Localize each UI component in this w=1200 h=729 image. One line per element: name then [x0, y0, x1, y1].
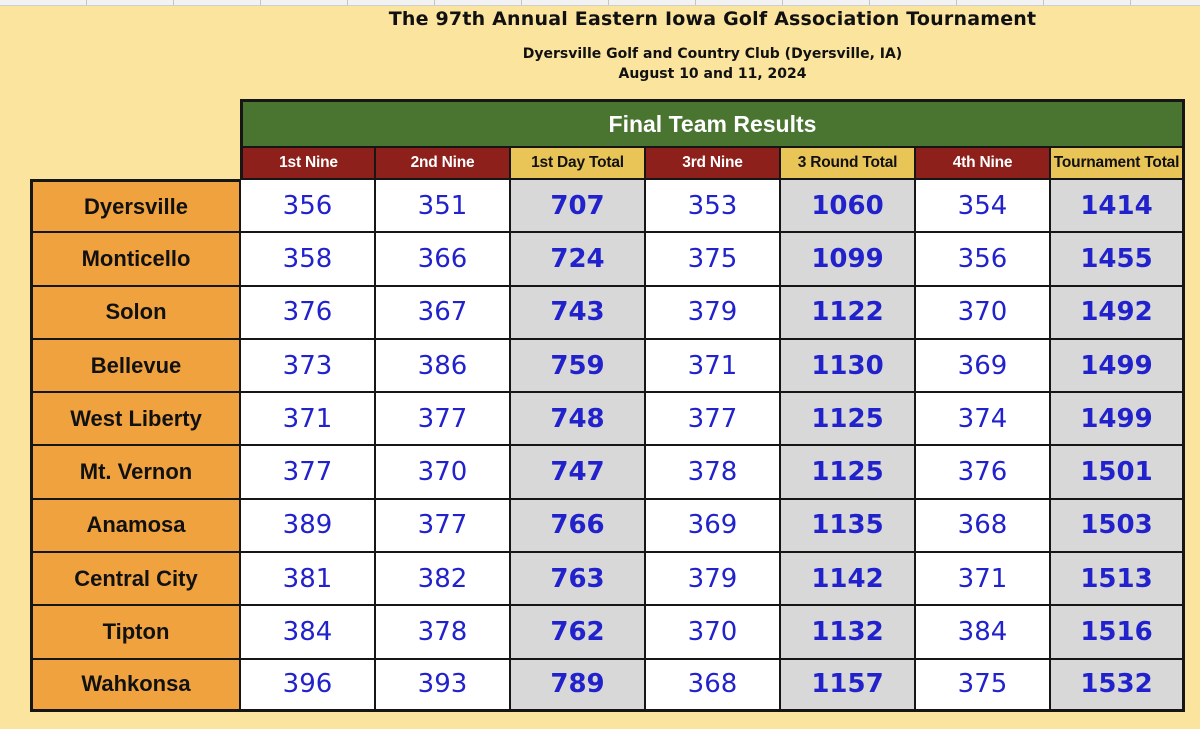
score-cell-3-round-total: 1132 — [780, 605, 915, 659]
score-cell-tournament-total: 1499 — [1050, 392, 1185, 446]
score-cell-4th-nine: 375 — [915, 658, 1050, 712]
score-cell-2nd-nine: 393 — [375, 658, 510, 712]
score-cell-3-round-total: 1122 — [780, 285, 915, 339]
spreadsheet-top-row — [0, 0, 1200, 6]
score-cell-3-round-total: 1135 — [780, 498, 915, 553]
page-date: August 10 and 11, 2024 — [618, 66, 807, 82]
page-subtitle: Dyersville Golf and Country Club (Dyersv… — [522, 46, 903, 62]
score-cell-4th-nine: 370 — [915, 285, 1050, 339]
score-cell-3rd-nine: 379 — [645, 285, 780, 339]
score-cell-4th-nine: 368 — [915, 498, 1050, 553]
score-cell-3rd-nine: 378 — [645, 445, 780, 499]
score-cell-tournament-total: 1492 — [1050, 285, 1185, 339]
score-cell-1st-day-total: 724 — [510, 232, 645, 286]
score-cell-1st-nine: 381 — [240, 552, 375, 606]
team-name-cell: Solon — [30, 285, 240, 339]
score-cell-tournament-total: 1532 — [1050, 658, 1185, 712]
score-cell-3-round-total: 1142 — [780, 552, 915, 606]
score-cell-4th-nine: 369 — [915, 338, 1050, 393]
score-cell-tournament-total: 1455 — [1050, 232, 1185, 286]
score-cell-2nd-nine: 377 — [375, 498, 510, 553]
score-cell-2nd-nine: 377 — [375, 392, 510, 446]
score-cell-3rd-nine: 375 — [645, 232, 780, 286]
score-cell-1st-nine: 371 — [240, 392, 375, 446]
score-cell-3rd-nine: 353 — [645, 179, 780, 233]
score-cell-1st-day-total: 748 — [510, 392, 645, 446]
score-cell-1st-nine: 377 — [240, 445, 375, 499]
score-cell-2nd-nine: 367 — [375, 285, 510, 339]
score-cell-1st-day-total: 759 — [510, 338, 645, 393]
score-cell-1st-day-total: 707 — [510, 179, 645, 233]
team-name-cell: Bellevue — [30, 338, 240, 393]
score-cell-3-round-total: 1157 — [780, 658, 915, 712]
score-cell-tournament-total: 1501 — [1050, 445, 1185, 499]
score-cell-3-round-total: 1130 — [780, 338, 915, 393]
page-header: The 97th Annual Eastern Iowa Golf Associ… — [240, 8, 1185, 82]
column-header-3rd-nine: 3rd Nine — [645, 147, 780, 179]
score-cell-1st-nine: 356 — [240, 179, 375, 233]
score-cell-tournament-total: 1516 — [1050, 605, 1185, 659]
score-cell-1st-nine: 389 — [240, 498, 375, 553]
score-cell-1st-day-total: 763 — [510, 552, 645, 606]
score-cell-1st-nine: 384 — [240, 605, 375, 659]
team-name-cell: Mt. Vernon — [30, 445, 240, 499]
score-cell-4th-nine: 374 — [915, 392, 1050, 446]
team-name-cell: Central City — [30, 552, 240, 606]
score-cell-4th-nine: 376 — [915, 445, 1050, 499]
score-cell-2nd-nine: 370 — [375, 445, 510, 499]
score-cell-2nd-nine: 378 — [375, 605, 510, 659]
score-cell-tournament-total: 1513 — [1050, 552, 1185, 606]
team-name-cell: Dyersville — [30, 179, 240, 233]
score-cell-4th-nine: 371 — [915, 552, 1050, 606]
score-cell-1st-day-total: 743 — [510, 285, 645, 339]
score-cell-1st-day-total: 747 — [510, 445, 645, 499]
score-cell-2nd-nine: 382 — [375, 552, 510, 606]
score-cell-tournament-total: 1414 — [1050, 179, 1185, 233]
score-cell-4th-nine: 356 — [915, 232, 1050, 286]
results-table: Final Team Results 1st Nine 2nd Nine 1st… — [30, 99, 1185, 712]
score-cell-3rd-nine: 371 — [645, 338, 780, 393]
column-header-1st-nine: 1st Nine — [240, 147, 375, 179]
column-header-1st-day-total: 1st Day Total — [510, 147, 645, 179]
score-cell-3-round-total: 1060 — [780, 179, 915, 233]
score-cell-3rd-nine: 377 — [645, 392, 780, 446]
score-cell-2nd-nine: 386 — [375, 338, 510, 393]
score-cell-1st-nine: 373 — [240, 338, 375, 393]
score-cell-3-round-total: 1099 — [780, 232, 915, 286]
score-cell-1st-nine: 396 — [240, 658, 375, 712]
score-cell-3rd-nine: 368 — [645, 658, 780, 712]
team-name-cell: Wahkonsa — [30, 658, 240, 712]
score-cell-2nd-nine: 366 — [375, 232, 510, 286]
team-name-cell: West Liberty — [30, 392, 240, 446]
page-title: The 97th Annual Eastern Iowa Golf Associ… — [388, 8, 1037, 30]
score-cell-1st-day-total: 762 — [510, 605, 645, 659]
table-title-banner: Final Team Results — [240, 99, 1185, 147]
score-cell-1st-day-total: 766 — [510, 498, 645, 553]
team-name-cell: Anamosa — [30, 498, 240, 553]
score-cell-3rd-nine: 370 — [645, 605, 780, 659]
table-corner-spacer — [30, 99, 240, 179]
score-cell-1st-nine: 358 — [240, 232, 375, 286]
score-cell-1st-day-total: 789 — [510, 658, 645, 712]
column-header-4th-nine: 4th Nine — [915, 147, 1050, 179]
score-cell-3-round-total: 1125 — [780, 392, 915, 446]
score-cell-3rd-nine: 369 — [645, 498, 780, 553]
column-header-tournament-total: Tournament Total — [1050, 147, 1185, 179]
score-cell-tournament-total: 1503 — [1050, 498, 1185, 553]
score-cell-4th-nine: 384 — [915, 605, 1050, 659]
team-name-cell: Tipton — [30, 605, 240, 659]
column-header-3-round-total: 3 Round Total — [780, 147, 915, 179]
score-cell-3rd-nine: 379 — [645, 552, 780, 606]
team-name-cell: Monticello — [30, 232, 240, 286]
score-cell-tournament-total: 1499 — [1050, 338, 1185, 393]
score-cell-4th-nine: 354 — [915, 179, 1050, 233]
score-cell-1st-nine: 376 — [240, 285, 375, 339]
score-cell-3-round-total: 1125 — [780, 445, 915, 499]
column-header-2nd-nine: 2nd Nine — [375, 147, 510, 179]
score-cell-2nd-nine: 351 — [375, 179, 510, 233]
